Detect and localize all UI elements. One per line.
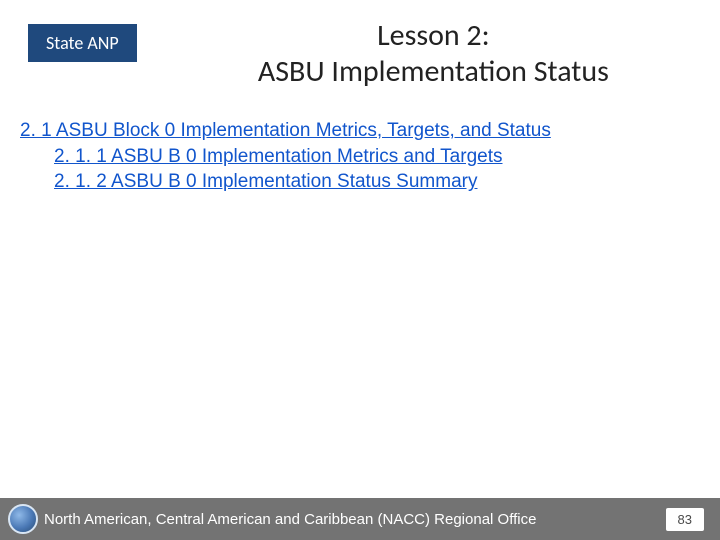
toc-link-2-1-1[interactable]: 2. 1. 1 ASBU B 0 Implementation Metrics …	[20, 144, 700, 170]
title-line-1: Lesson 2:	[177, 18, 690, 54]
page-number: 83	[666, 508, 704, 531]
toc-link-2-1[interactable]: 2. 1 ASBU Block 0 Implementation Metrics…	[20, 118, 700, 144]
footer-org-text: North American, Central American and Car…	[44, 511, 536, 528]
title-line-2: ASBU Implementation Status	[177, 54, 690, 90]
slide-title: Lesson 2: ASBU Implementation Status	[137, 18, 700, 90]
footer-bar: North American, Central American and Car…	[0, 498, 720, 540]
globe-icon	[8, 504, 38, 534]
header: State ANP Lesson 2: ASBU Implementation …	[0, 0, 720, 100]
toc-link-2-1-2[interactable]: 2. 1. 2 ASBU B 0 Implementation Status S…	[20, 169, 700, 195]
state-badge: State ANP	[28, 24, 137, 62]
table-of-contents: 2. 1 ASBU Block 0 Implementation Metrics…	[0, 100, 720, 195]
